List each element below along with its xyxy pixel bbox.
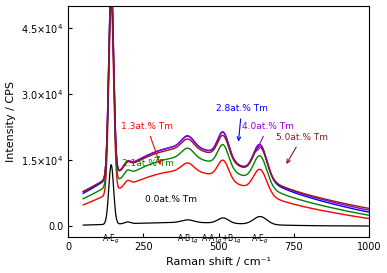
Text: A-E$_g$: A-E$_g$ — [102, 233, 120, 246]
Text: 2.1at.% Tm: 2.1at.% Tm — [122, 157, 174, 168]
Text: 4.0at.% Tm: 4.0at.% Tm — [242, 122, 294, 151]
Text: 1.3at.% Tm: 1.3at.% Tm — [121, 122, 173, 164]
Text: A-B$_{1g}$: A-B$_{1g}$ — [177, 233, 199, 246]
Text: A-A$_{1g}$+B$_{1g}$: A-A$_{1g}$+B$_{1g}$ — [201, 233, 242, 246]
X-axis label: Raman shift / cm⁻¹: Raman shift / cm⁻¹ — [166, 257, 271, 268]
Text: A-E$_g$: A-E$_g$ — [251, 233, 269, 246]
Y-axis label: Intensity / CPS: Intensity / CPS — [5, 81, 15, 162]
Text: 5.0at.% Tm: 5.0at.% Tm — [276, 133, 328, 163]
Text: 2.8at.% Tm: 2.8at.% Tm — [216, 104, 267, 140]
Text: 0.0at.% Tm: 0.0at.% Tm — [145, 195, 197, 204]
